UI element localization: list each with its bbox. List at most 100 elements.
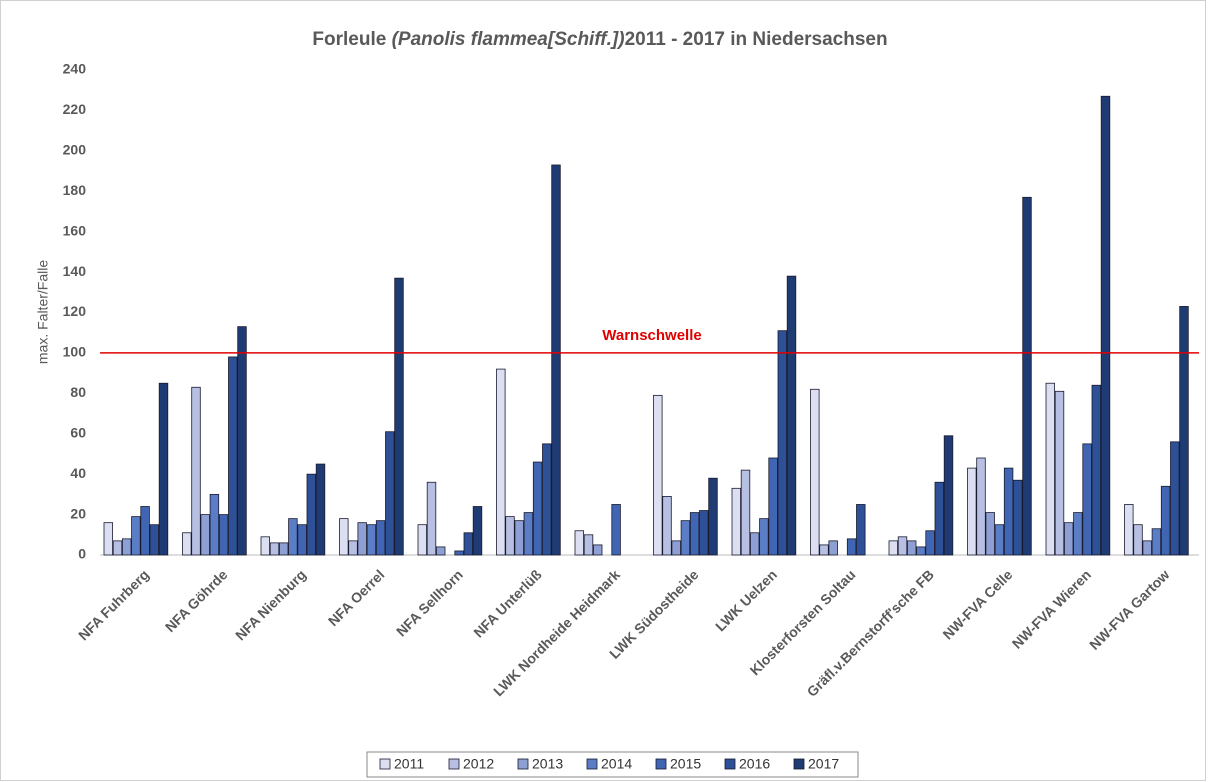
bar (505, 516, 515, 556)
y-tick-label: 20 (70, 505, 86, 521)
bar (985, 512, 995, 556)
legend-swatch (448, 758, 460, 770)
bar (315, 463, 326, 556)
bar (103, 522, 114, 556)
y-axis-label: max. Falter/Falle (35, 260, 51, 364)
legend-swatch (793, 758, 805, 770)
legend-label: 2014 (601, 756, 632, 772)
bar (671, 540, 681, 556)
bar (907, 540, 917, 556)
bar (496, 368, 506, 556)
bar (897, 536, 908, 556)
bar (122, 538, 132, 556)
bar (653, 394, 663, 556)
bar (366, 524, 377, 556)
y-tick-label: 180 (63, 182, 87, 198)
legend-label: 2011 (394, 756, 424, 772)
y-tick-label: 100 (63, 344, 87, 360)
bar (680, 520, 691, 556)
bar (532, 461, 543, 556)
bar (260, 536, 271, 556)
bar (385, 431, 395, 556)
bar (348, 540, 358, 556)
bar (514, 520, 524, 556)
bar (777, 330, 788, 556)
bar (131, 516, 141, 556)
legend-swatch (586, 758, 598, 770)
bar (112, 540, 123, 556)
legend-swatch (655, 758, 667, 770)
y-tick-label: 80 (70, 384, 86, 400)
bar (551, 164, 561, 556)
bar (209, 493, 220, 556)
bar (394, 277, 404, 556)
bar (731, 487, 742, 556)
bar (708, 477, 718, 556)
bar (339, 518, 349, 556)
bar (1160, 485, 1171, 556)
legend-swatch (379, 758, 391, 770)
bar (417, 524, 428, 556)
bar (1100, 95, 1111, 556)
bar (994, 524, 1005, 556)
bar (786, 275, 797, 556)
y-tick-label: 240 (63, 61, 87, 77)
threshold-label: Warnschwelle (602, 327, 701, 344)
y-tick-label: 200 (63, 142, 87, 158)
bar (1054, 390, 1065, 556)
bar (542, 443, 552, 556)
bar (1151, 528, 1162, 556)
bar (1124, 504, 1134, 556)
bar (278, 542, 289, 556)
bar (1170, 441, 1180, 556)
bar (435, 546, 446, 556)
bar (426, 481, 437, 556)
bar (191, 386, 201, 556)
legend-label: 2017 (808, 756, 839, 772)
y-tick-label: 160 (63, 222, 87, 238)
bar (1064, 522, 1074, 556)
bar (237, 326, 247, 556)
bar (1045, 382, 1056, 556)
bar (810, 388, 820, 556)
bar (375, 520, 386, 556)
bar (149, 524, 160, 556)
bar (689, 512, 700, 556)
bar (463, 532, 474, 556)
bar (740, 469, 751, 556)
bar (888, 540, 899, 556)
bar (1082, 443, 1092, 556)
bar (288, 518, 298, 556)
bar (158, 382, 169, 556)
bar (583, 534, 594, 556)
bar (228, 356, 238, 556)
bar (768, 457, 778, 556)
y-tick-label: 0 (78, 546, 86, 562)
legend-label: 2012 (463, 756, 494, 772)
bar (1179, 306, 1189, 556)
bar (182, 532, 192, 556)
bar (846, 538, 857, 556)
legend-label: 2015 (670, 756, 701, 772)
title-part: Forleule (312, 29, 391, 50)
bar (523, 512, 534, 556)
bar (943, 435, 954, 556)
title-part: 2011 - 2017 in Niedersachsen (625, 29, 888, 50)
bar (593, 544, 603, 556)
bar (699, 510, 709, 556)
bar (925, 530, 935, 556)
bar (934, 481, 945, 556)
bar (967, 467, 977, 556)
y-tick-label: 120 (63, 303, 87, 319)
chart-title: Forleule (Panolis flammea[Schiff.])2011 … (312, 29, 887, 50)
bar (200, 514, 210, 556)
bar (611, 504, 621, 556)
bar (269, 542, 280, 556)
bar (1013, 479, 1023, 556)
bar (662, 495, 672, 556)
bar (574, 530, 585, 556)
bar (1133, 524, 1143, 556)
y-tick-label: 220 (63, 101, 87, 117)
